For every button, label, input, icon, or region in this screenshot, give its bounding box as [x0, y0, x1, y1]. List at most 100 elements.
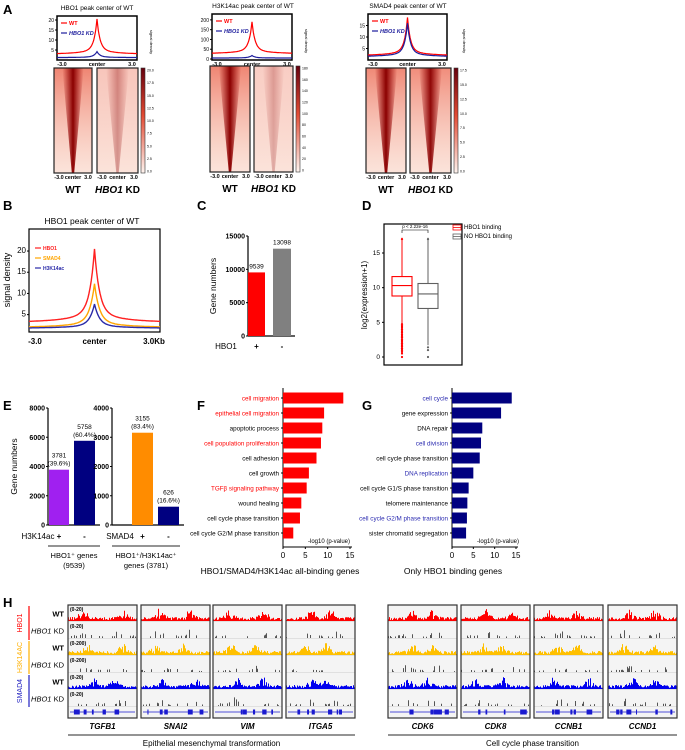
x-tick-label: center	[399, 62, 416, 68]
outlier-point	[426, 355, 430, 359]
heatmap-x-tick-label: 3.0	[285, 174, 293, 180]
category-label: cell migration	[242, 395, 280, 402]
gene-model-exon	[555, 709, 560, 715]
track-signal	[286, 699, 355, 706]
heatmap-x-tick-label: center	[65, 175, 82, 181]
y-tick-label: 4000	[93, 406, 109, 413]
gene-name: HBO1	[408, 185, 436, 196]
x-tick-label: 3.0	[438, 62, 446, 68]
gene-model-exon	[430, 709, 434, 715]
colorbar-tick-label: 15.0	[460, 83, 467, 87]
profile-plot-frame	[28, 228, 161, 333]
y-tick-label: 0	[41, 523, 45, 530]
bar-plus	[49, 469, 69, 525]
y-tick-label: 4000	[29, 464, 45, 471]
gene-label: CDK8	[485, 722, 507, 731]
category-label: +	[140, 532, 145, 541]
heatmap-x-tick-label: center	[222, 174, 239, 180]
track-signal	[68, 610, 137, 621]
outlier-point	[400, 345, 404, 348]
bar-minus	[158, 506, 179, 525]
group-label: HBO1	[215, 342, 237, 351]
bar-cell-cycle-g2-m-phase-transition	[283, 527, 294, 539]
track-signal	[461, 700, 530, 706]
outlier-point	[400, 338, 404, 341]
y-tick-label: 200	[201, 18, 210, 24]
track-row-label: HBO1 KD	[31, 695, 65, 704]
x-tick-label: 3.0	[128, 62, 136, 68]
bar-plus	[248, 272, 265, 336]
sample-condition: KD	[51, 695, 64, 704]
outlier-point	[400, 348, 404, 352]
track-row-label: HBO1 KD	[31, 627, 65, 636]
track-signal	[534, 645, 603, 655]
heatmap-x-tick-label: 3.0	[443, 175, 451, 181]
sample-condition: KD	[51, 661, 64, 670]
heatmap-frame	[365, 67, 407, 174]
track-signal	[388, 677, 457, 689]
colorbar-tick-label: 40	[302, 146, 306, 150]
outlier-point	[426, 346, 430, 349]
outlier-point	[400, 347, 404, 350]
outlier-point	[400, 343, 404, 346]
track-group-label: HBO1	[17, 613, 24, 632]
gene-model-exon	[503, 709, 506, 715]
heatmap-signal-wedge	[419, 68, 442, 173]
panel-a-title: HBO1 peak center of WT	[61, 5, 134, 12]
track-range-label: (0-20)	[70, 607, 84, 613]
bar-sister-chromatid-segregation	[452, 527, 467, 539]
colorbar-tick-label: 12.5	[460, 97, 467, 101]
gene-name: HBO1	[251, 184, 279, 195]
gene-model-exon	[444, 709, 449, 715]
colorbar-tick-label: 100	[302, 112, 308, 116]
sample-condition: WT	[378, 185, 394, 196]
category-label: telomere maintenance	[386, 500, 449, 507]
heatmap-sample-label: HBO1 KD	[251, 184, 296, 195]
bar-tgf-signaling-pathway	[283, 482, 307, 494]
track-signal	[286, 610, 355, 621]
track-group-label: H3K14AC	[17, 642, 24, 673]
gene-label: SNAI2	[164, 722, 188, 731]
track-row-label: WT	[52, 678, 64, 687]
panel-label-E: E	[3, 398, 12, 413]
gene-set-label: Epithelial mesenchymal transformation	[143, 739, 280, 748]
y-tick-label: 1000	[93, 493, 109, 500]
colorbar-tick-label: 2.5	[460, 155, 465, 159]
colorbar-tick-label: 80	[302, 123, 306, 127]
series-line-wt	[57, 18, 137, 55]
series-line-hbo1	[29, 248, 160, 322]
colorbar-tick-label: 140	[302, 89, 308, 93]
sample-condition: WT	[52, 644, 64, 653]
track-box-frame	[533, 604, 604, 719]
panel-label-D: D	[362, 198, 371, 213]
bar-cell-cycle-phase-transition	[452, 452, 480, 464]
gene-label: CCND1	[629, 722, 657, 731]
gene-model-exon	[328, 709, 333, 715]
bar-value-label: 3781	[52, 453, 67, 460]
series-line-smad4	[29, 283, 160, 328]
outlier-point	[400, 322, 404, 326]
heatmap-x-tick-label: 3.0	[84, 175, 92, 181]
y-tick-label: 10	[373, 285, 381, 292]
track-signal	[141, 643, 210, 655]
colorbar-tick-label: 20.0	[147, 69, 154, 73]
x-tick-label: -3.0	[368, 62, 377, 68]
legend-label: HBO1 KD	[69, 31, 94, 37]
gene-name: HBO1	[31, 661, 51, 670]
series-line-hbo1-kd	[368, 23, 447, 57]
bar-cell-cycle	[452, 392, 512, 404]
y-axis-label: Gene numbers	[208, 258, 218, 314]
box-iqr	[391, 276, 413, 297]
track-box-frame	[285, 604, 356, 719]
track-signal	[213, 645, 282, 655]
track-box-background	[534, 605, 603, 718]
p-value-annotation: p < 2.22e-16	[402, 224, 428, 229]
gene-model-exon	[570, 709, 573, 715]
gene-model-exon	[159, 709, 163, 715]
category-label: cell cycle	[422, 395, 448, 402]
track-signal	[461, 609, 530, 621]
track-signal	[534, 668, 603, 672]
outlier-point	[400, 238, 404, 241]
panel-a-title: H3K14ac peak center of WT	[212, 3, 294, 10]
sample-condition: KD	[51, 627, 64, 636]
